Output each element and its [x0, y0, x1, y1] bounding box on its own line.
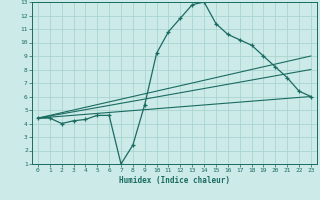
X-axis label: Humidex (Indice chaleur): Humidex (Indice chaleur) [119, 176, 230, 185]
